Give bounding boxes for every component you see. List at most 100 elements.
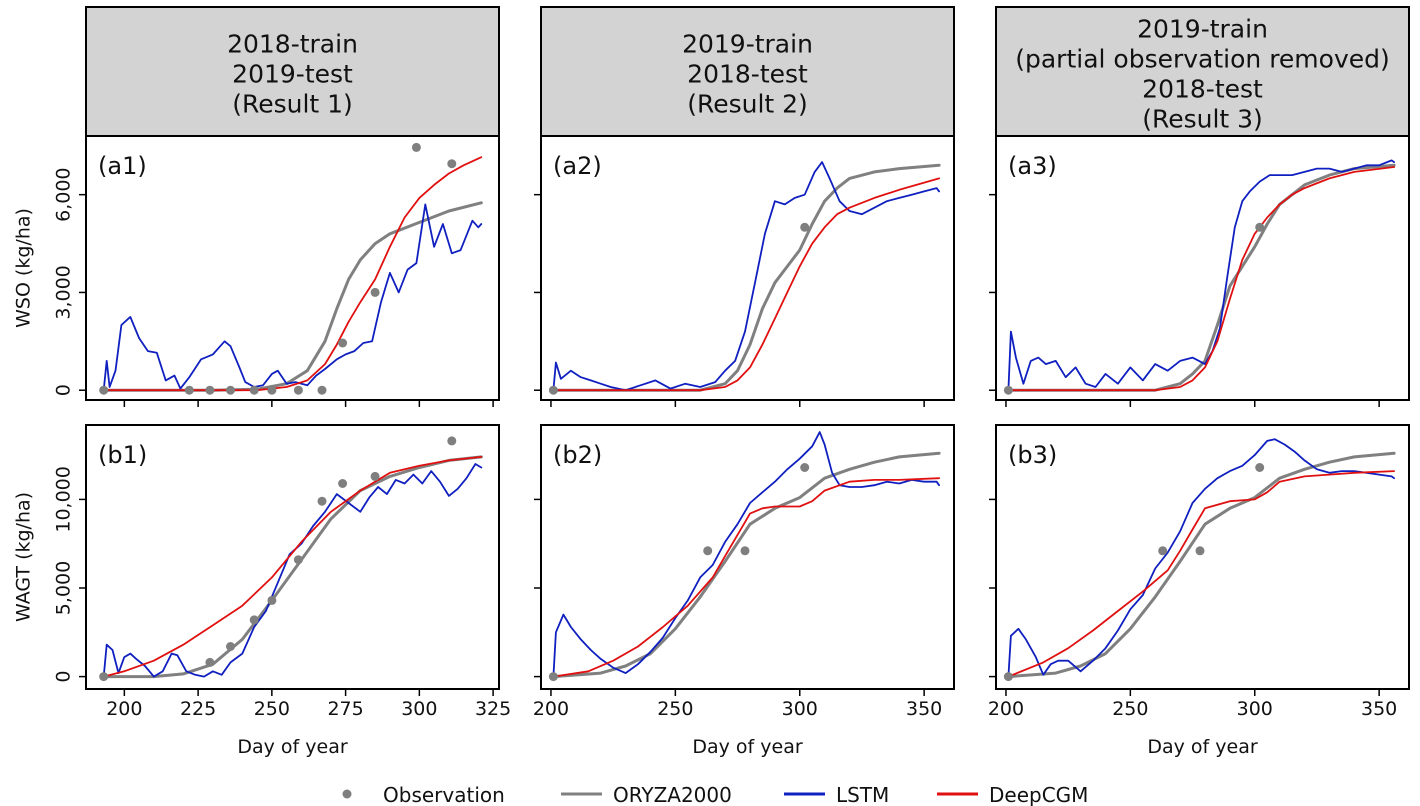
panel-label: (a2) bbox=[553, 152, 602, 180]
observation-point bbox=[249, 385, 259, 395]
column-header-line: 2019-test bbox=[232, 60, 353, 89]
panels-layer: 0 3,000 6,000 (a1) 0 5,000 10,000 200 225 250 275 3… bbox=[53, 135, 1410, 720]
plot-area bbox=[99, 436, 483, 682]
panel-frame bbox=[540, 424, 955, 690]
series-line-deepcgm bbox=[102, 456, 483, 678]
x-axis-label: Day of year bbox=[1147, 736, 1257, 758]
panel-a2: (a2) bbox=[534, 135, 955, 407]
panel-b1: 0 5,000 10,000 200 225 250 275 300 325 (b1) bbox=[53, 424, 511, 720]
panel-frame bbox=[995, 424, 1410, 690]
column-header-box bbox=[85, 6, 500, 137]
series-line-deepcgm bbox=[1007, 166, 1395, 392]
observation-point bbox=[1158, 546, 1168, 556]
plot-area bbox=[1003, 438, 1396, 682]
xlabels-layer: Day of year Day of year Day of year bbox=[237, 736, 1257, 758]
panel-label: (b1) bbox=[98, 441, 147, 469]
observation-point bbox=[370, 287, 380, 297]
series-line-oryza2000 bbox=[551, 163, 941, 392]
x-tick-label: 250 bbox=[1112, 698, 1148, 720]
x-tick-label: 350 bbox=[906, 698, 942, 720]
legend-label: Observation bbox=[383, 783, 505, 806]
x-tick-label: 275 bbox=[327, 698, 363, 720]
panel-a3: (a3) bbox=[989, 135, 1410, 407]
panel-frame bbox=[85, 424, 500, 690]
observation-point bbox=[1255, 463, 1265, 472]
series-line-deepcgm bbox=[102, 156, 483, 392]
observation-point bbox=[317, 385, 327, 395]
observation-point bbox=[226, 385, 235, 395]
series-line-oryza2000 bbox=[102, 201, 483, 392]
observation-point bbox=[800, 222, 810, 232]
x-tick-label: 300 bbox=[1237, 698, 1273, 720]
observation-point bbox=[548, 672, 558, 682]
observation-point bbox=[703, 546, 713, 556]
x-tick-label: 325 bbox=[475, 698, 511, 720]
x-tick-label: 200 bbox=[533, 698, 569, 720]
x-tick-label: 250 bbox=[657, 698, 693, 720]
observation-point bbox=[740, 546, 750, 556]
series-line-oryza2000 bbox=[102, 455, 483, 679]
observation-point bbox=[184, 385, 194, 395]
column-header-box bbox=[540, 6, 955, 137]
legend-item-deepcgm: DeepCGM bbox=[937, 783, 1088, 806]
observation-point bbox=[370, 471, 380, 481]
legend-item-oryza2000: ORYZA2000 bbox=[561, 783, 732, 806]
series-line-deepcgm bbox=[552, 177, 940, 392]
column-header-line: (Result 3) bbox=[1142, 105, 1263, 134]
column-header-line: (Result 2) bbox=[687, 90, 808, 119]
plot-area bbox=[548, 161, 941, 395]
series-line-oryza2000 bbox=[551, 451, 941, 679]
series-line-deepcgm bbox=[1007, 470, 1395, 678]
x-tick-label: 300 bbox=[782, 698, 818, 720]
observation-point bbox=[249, 615, 259, 625]
y-tick-label: 0 bbox=[53, 671, 75, 683]
observation-point bbox=[226, 642, 235, 651]
series-line-oryza2000 bbox=[1006, 451, 1396, 679]
legend: Observation ORYZA2000 LSTM DeepCGM bbox=[342, 783, 1088, 806]
observation-point bbox=[205, 385, 215, 395]
panel-label: (a3) bbox=[1008, 152, 1057, 180]
x-axis-label: Day of year bbox=[237, 736, 347, 758]
observation-point bbox=[99, 385, 109, 395]
column-header-3: 2019-train(partial observation removed)2… bbox=[995, 6, 1410, 137]
y-tick-label: 10,000 bbox=[53, 466, 75, 532]
series-line-oryza2000 bbox=[1006, 163, 1396, 392]
y-axis-label: WAGT (kg/ha) bbox=[13, 492, 35, 622]
ylabels-layer: WSO (kg/ha) WAGT (kg/ha) bbox=[13, 208, 35, 622]
series-line-lstm bbox=[1007, 438, 1395, 678]
x-tick-label: 350 bbox=[1361, 698, 1397, 720]
column-header-line: (Result 1) bbox=[232, 90, 353, 119]
observation-point bbox=[338, 479, 348, 488]
column-header-line: (partial observation removed) bbox=[1015, 45, 1390, 74]
panel-a1: 0 3,000 6,000 (a1) bbox=[53, 135, 500, 407]
y-tick-label: 3,000 bbox=[53, 265, 75, 319]
y-tick-label: 6,000 bbox=[53, 167, 75, 221]
observation-point bbox=[800, 463, 810, 472]
panel-b2: 200 250 300 350 (b2) bbox=[533, 424, 955, 720]
panel-label: (a1) bbox=[98, 152, 147, 180]
observation-point bbox=[317, 496, 327, 506]
observation-point bbox=[338, 338, 348, 348]
plot-area bbox=[548, 431, 941, 682]
observation-point bbox=[205, 657, 215, 667]
observation-point bbox=[447, 436, 457, 446]
series-line-lstm bbox=[552, 431, 940, 678]
legend-label: DeepCGM bbox=[989, 783, 1088, 806]
x-tick-label: 300 bbox=[401, 698, 437, 720]
observation-point bbox=[411, 142, 421, 152]
panel-frame bbox=[995, 135, 1410, 401]
observation-point bbox=[1003, 672, 1013, 682]
y-axis-label: WSO (kg/ha) bbox=[13, 208, 35, 328]
x-tick-label: 200 bbox=[106, 698, 142, 720]
series-line-lstm bbox=[102, 203, 483, 392]
x-tick-label: 250 bbox=[254, 698, 290, 720]
column-header-line: 2019-train bbox=[682, 30, 813, 59]
legend-label: LSTM bbox=[836, 783, 889, 806]
column-header-line: 2018-test bbox=[687, 60, 808, 89]
y-tick-label: 0 bbox=[53, 384, 75, 396]
column-header-line: 2018-train bbox=[227, 30, 358, 59]
panel-label: (b3) bbox=[1008, 441, 1057, 469]
